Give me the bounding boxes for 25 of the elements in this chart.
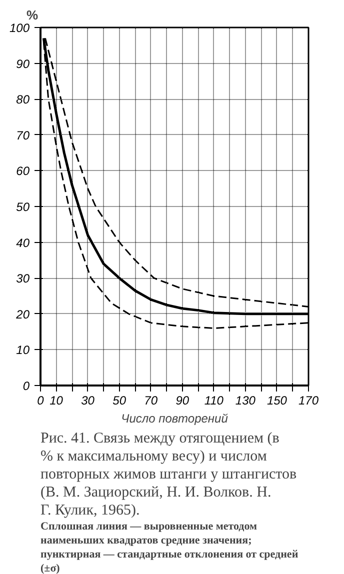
x-tick-label: 110: [204, 394, 224, 408]
y-tick-label: 50: [16, 200, 30, 214]
x-tick-label: 70: [144, 394, 158, 408]
y-tick-label: 30: [16, 272, 30, 286]
x-tick-label: 30: [81, 394, 95, 408]
text: Рис. 41. Связь между отягощением (в % к максимальному весу) и числом повторных жимов штанги у штангистов (В. М. Зациорский, Н. И. Волков. Н. Г. Кулик, 1965).: [40, 430, 297, 518]
x-tick-label: 50: [112, 394, 126, 408]
y-tick-label: 70: [16, 128, 30, 142]
y-tick-label: 100: [9, 21, 30, 35]
y-tick-label: 90: [16, 56, 30, 71]
x-tick-label: 0: [37, 394, 44, 408]
x-axis-title: Число повторений: [121, 412, 228, 426]
x-tick-label: 130: [235, 394, 256, 408]
y-tick-label: 0: [22, 379, 30, 393]
x-tick-label: 10: [50, 394, 64, 408]
x-tick-label: 90: [176, 394, 190, 408]
x-tick-label: 150: [266, 394, 288, 408]
y-tick-label: 60: [16, 164, 30, 178]
y-tick-label: 80: [16, 92, 30, 107]
y-tick-label: 10: [16, 343, 30, 358]
y-axis-title: %: [26, 8, 38, 22]
text: Сплошная линия — выровненные методом наименьших квадратов средние значения; пунктирная — стандартные отклонения от средней (±σ): [40, 520, 299, 574]
x-tick-label: 170: [298, 394, 319, 408]
y-tick-label: 20: [15, 307, 30, 322]
y-tick-label: 40: [16, 236, 30, 250]
